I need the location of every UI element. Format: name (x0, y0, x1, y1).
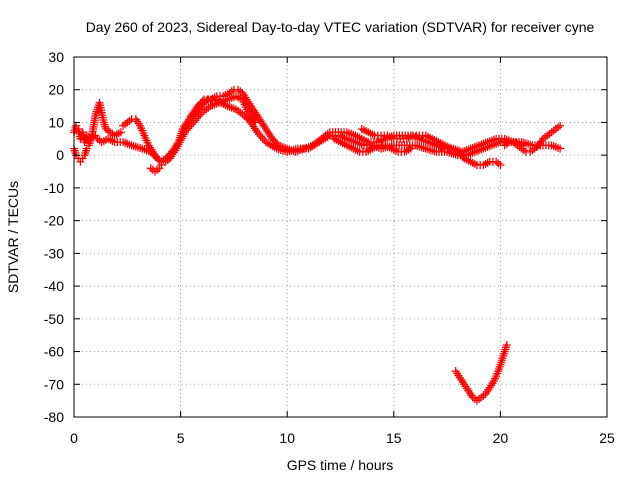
x-tick-label: 20 (493, 430, 509, 446)
data-point (191, 116, 200, 125)
data-point (256, 132, 265, 141)
data-point (417, 143, 426, 152)
data-point (189, 118, 198, 127)
data-point (421, 144, 430, 153)
y-tick-label: -30 (44, 245, 64, 261)
grid (74, 57, 607, 417)
data-point (258, 134, 267, 143)
plot-area (73, 56, 608, 418)
data-point (131, 142, 140, 151)
x-tick-label: 10 (279, 430, 295, 446)
y-tick-label: 0 (56, 147, 64, 163)
data-point (251, 118, 260, 127)
y-tick-label: -70 (44, 376, 64, 392)
data-point (153, 165, 162, 174)
y-tick-label: -80 (44, 409, 64, 425)
data-point (180, 128, 189, 137)
x-tick-label: 15 (386, 430, 402, 446)
data-point (196, 110, 205, 119)
data-point (133, 143, 142, 152)
data-point (423, 145, 432, 154)
data-point (185, 122, 194, 131)
y-tick-label: -20 (44, 213, 64, 229)
data-point (187, 120, 196, 129)
x-axis-label: GPS time / hours (287, 457, 394, 473)
y-tick-label: -10 (44, 180, 64, 196)
data-point (521, 139, 530, 148)
data-point (494, 159, 503, 168)
data-point (194, 112, 203, 121)
data-point (182, 126, 191, 135)
data-point (406, 144, 415, 153)
x-tick-label: 25 (599, 430, 615, 446)
data-point (551, 143, 560, 151)
data-point (428, 146, 437, 155)
data-point (236, 87, 245, 96)
data-point (496, 161, 505, 169)
data-point (556, 121, 565, 130)
y-tick-label: 20 (48, 82, 64, 98)
data-point (556, 144, 565, 153)
data-point (502, 341, 511, 349)
axis-ticks: 0 5 10 15 20 25 30 20 10 0 -10 -20 -30 -40 -50 -60 -70 -8… (44, 49, 615, 446)
data-point (171, 146, 180, 155)
data-point (253, 128, 262, 137)
chart-title: Day 260 of 2023, Sidereal Day-to-day VTE… (86, 19, 595, 35)
data-point (415, 142, 424, 151)
y-axis-label: SDTVAR / TECUs (5, 181, 21, 293)
x-tick-label: 5 (177, 430, 185, 446)
y-tick-label: 10 (48, 114, 64, 130)
x-tick-label: 0 (70, 430, 78, 446)
y-tick-label: -60 (44, 344, 64, 360)
data-point (192, 114, 201, 123)
data-point (198, 97, 207, 106)
y-tick-label: -40 (44, 278, 64, 294)
data-point (184, 124, 193, 133)
data-points (70, 85, 565, 405)
y-tick-label: -50 (44, 311, 64, 327)
data-point (255, 130, 264, 139)
data-point (426, 145, 435, 154)
data-point (116, 128, 125, 137)
y-tick-label: 30 (48, 49, 64, 65)
data-point (524, 140, 533, 149)
data-point (419, 143, 428, 152)
data-point (157, 161, 166, 169)
